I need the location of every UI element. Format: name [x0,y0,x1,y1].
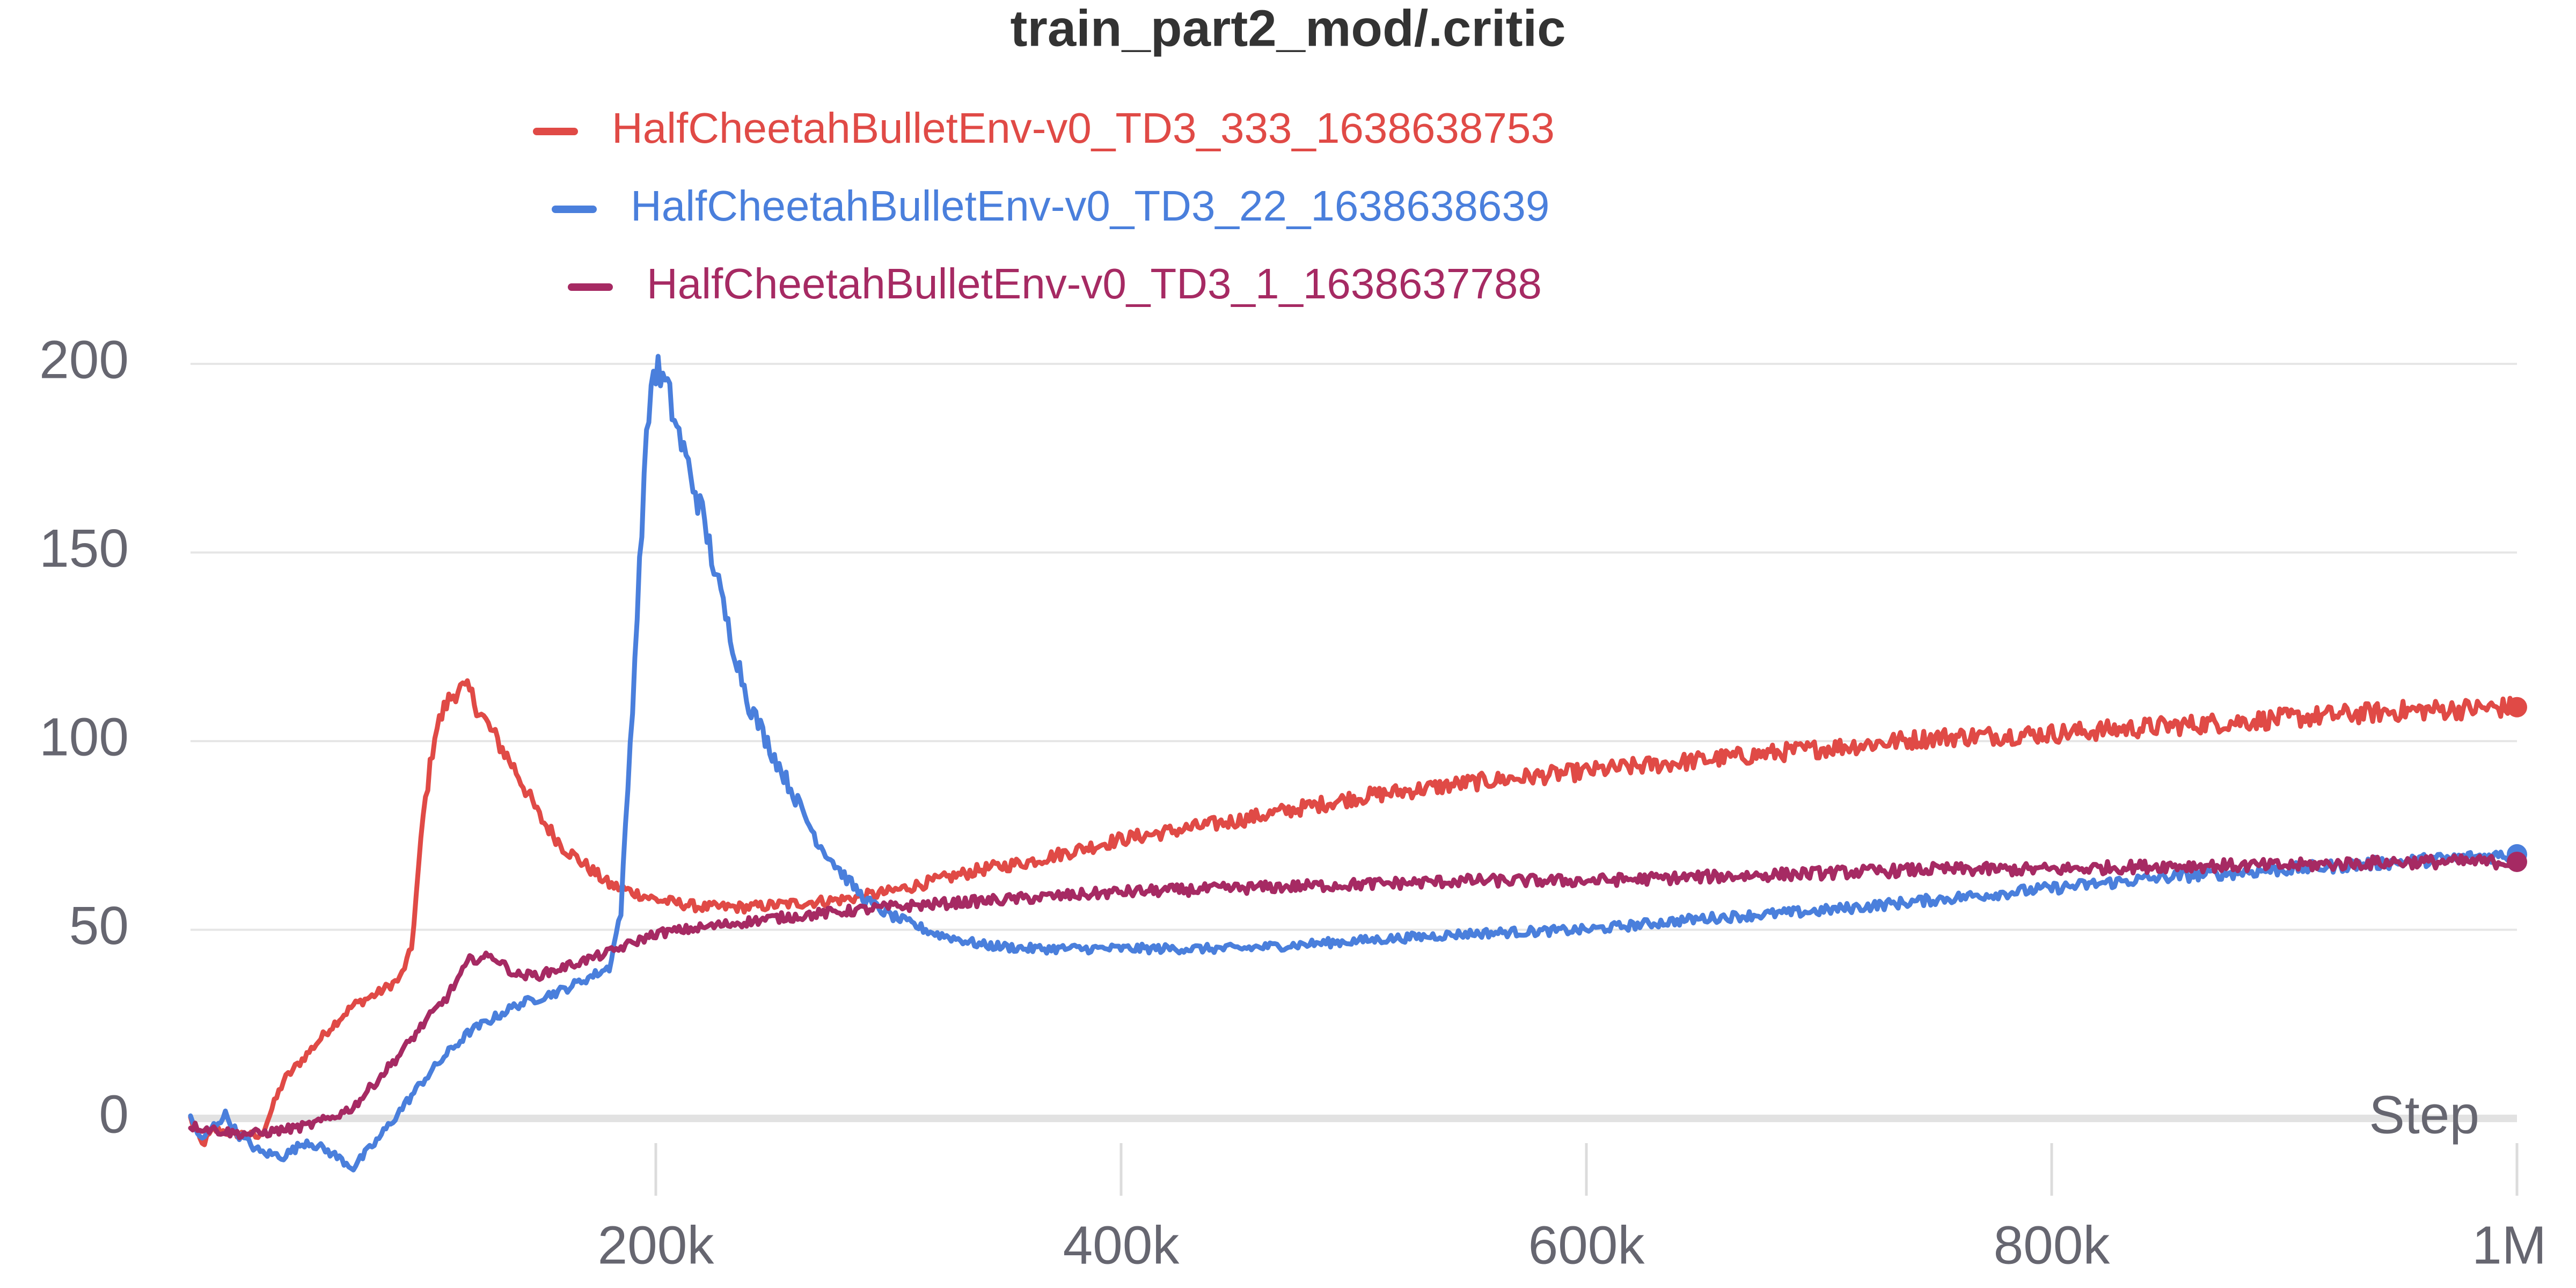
series-line-1 [188,354,2520,1173]
y-tick-label: 100 [39,707,129,767]
gridlines [191,363,2517,1122]
series-line-2 [188,853,2520,1140]
series-end-point-0 [2507,697,2527,718]
chart-title: train_part2_mod/.critic [1011,0,1566,57]
x-tick-label: 400k [1063,1215,1180,1275]
y-axis: 0 50 100 150 200 [39,330,129,1144]
y-tick-label: 200 [39,330,129,390]
legend-label-0: HalfCheetahBulletEnv-v0_TD3_333_16386387… [612,104,1555,152]
series-line-0 [188,678,2520,1147]
legend: HalfCheetahBulletEnv-v0_TD3_333_16386387… [533,104,1555,308]
y-tick-label: 50 [69,896,129,956]
legend-label-1: HalfCheetahBulletEnv-v0_TD3_22_163863863… [631,182,1549,230]
x-axis: 200k 400k 600k 800k 1M [598,1143,2546,1275]
y-tick-label: 150 [39,518,129,579]
x-tick-label: 600k [1528,1215,1645,1275]
x-tick-label: 1M [2472,1215,2546,1275]
series-lines [188,354,2520,1173]
y-tick-label: 0 [99,1084,129,1144]
x-axis-label: Step [2369,1085,2479,1145]
series-end-markers [2507,697,2527,872]
legend-label-2: HalfCheetahBulletEnv-v0_TD3_1_1638637788 [647,260,1542,308]
x-tick-label: 800k [1994,1215,2111,1275]
series-end-point-2 [2507,851,2527,872]
x-tick-label: 200k [598,1215,715,1275]
